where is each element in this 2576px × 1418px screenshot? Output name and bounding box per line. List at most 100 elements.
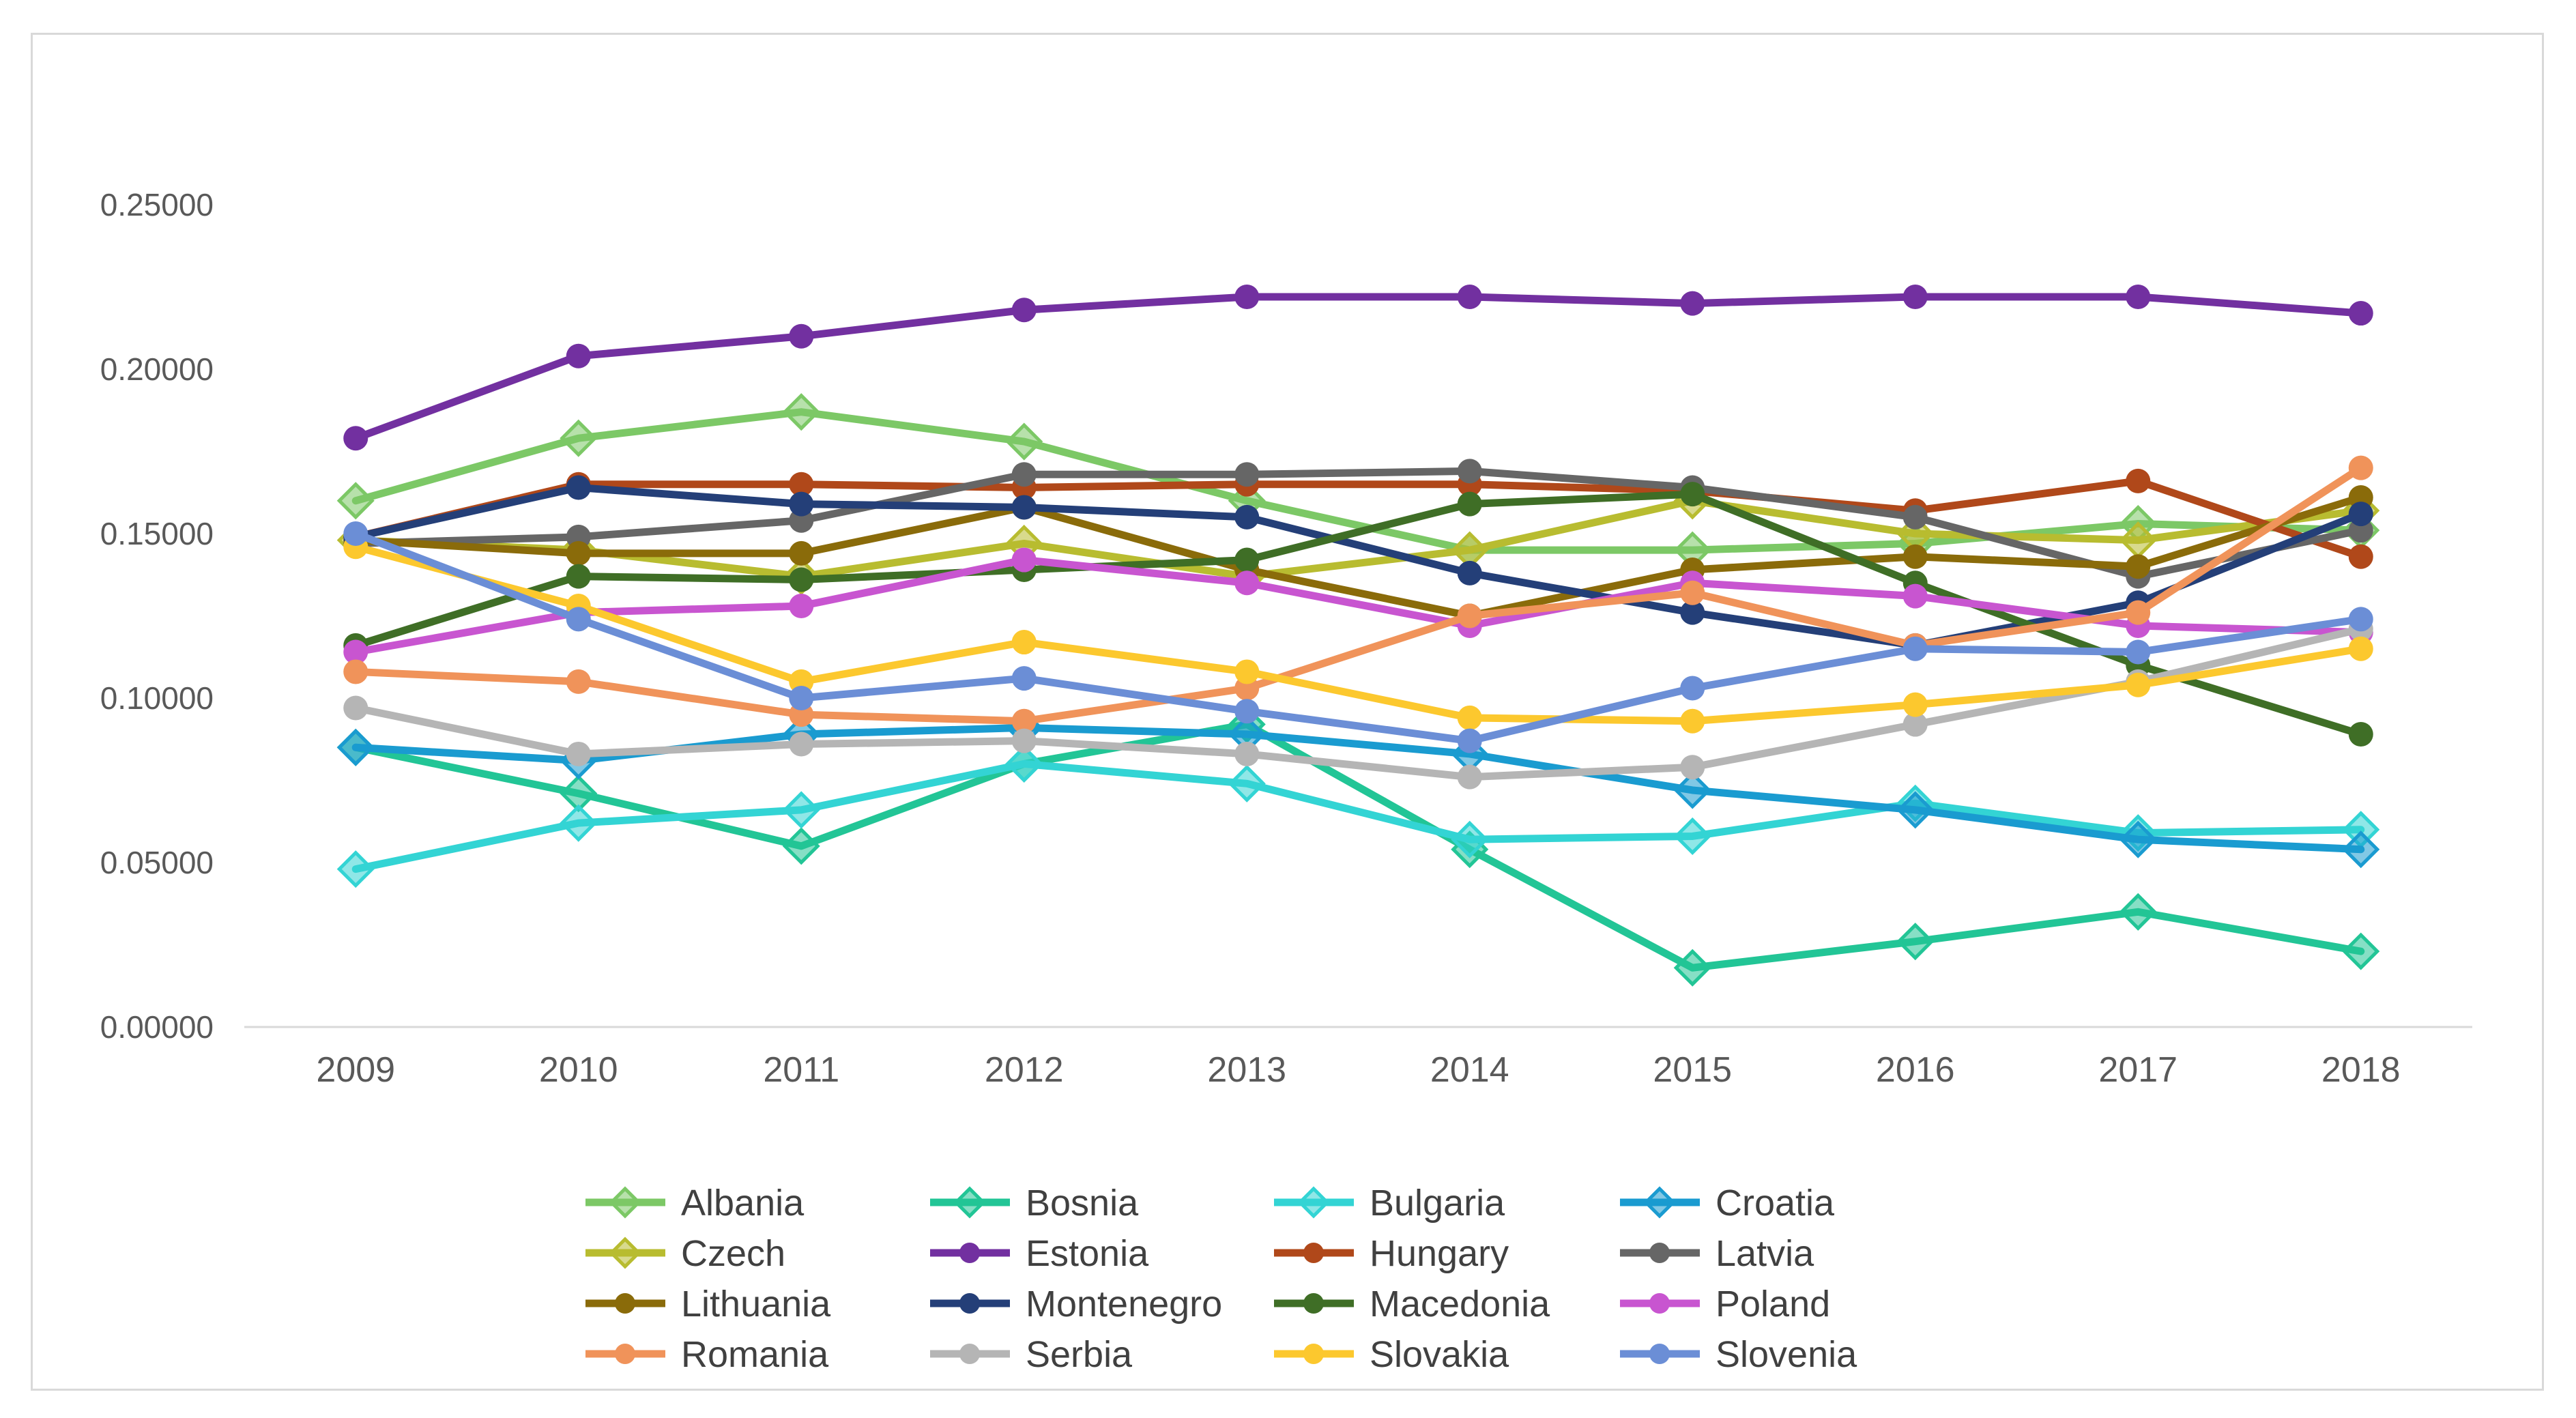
data-point-slovenia: [1011, 666, 1037, 691]
legend-marker: [959, 1293, 980, 1314]
data-point-serbia: [789, 732, 814, 757]
legend-label: Macedonia: [1370, 1284, 1550, 1325]
series-line-estonia: [351, 293, 2365, 442]
legend-label: Albania: [681, 1183, 805, 1224]
legend-label: Hungary: [1370, 1233, 1509, 1274]
series-line-bosnia: [351, 721, 2365, 972]
y-axis-tick-labels: 0.00000 0.05000 0.10000 0.15000 0.20000 0.250…: [100, 187, 214, 1045]
data-point-slovenia: [343, 521, 368, 546]
data-point-slovenia: [566, 607, 591, 632]
series-line-hungary: [351, 477, 2365, 561]
data-point-albania: [782, 393, 820, 431]
x-tick-label: 2012: [985, 1050, 1064, 1090]
data-point-montenegro: [1011, 495, 1037, 520]
legend-marker: [609, 1186, 641, 1219]
data-point-slovenia: [1234, 699, 1260, 724]
data-point-bulgaria: [1228, 764, 1266, 802]
data-point-latvia: [1902, 504, 1928, 530]
x-tick-label: 2010: [539, 1050, 618, 1090]
legend-marker: [1649, 1344, 1670, 1364]
x-tick-label: 2011: [763, 1050, 839, 1090]
x-tick-label: 2014: [1430, 1050, 1509, 1090]
data-point-lithuania: [566, 540, 591, 566]
legend-item-albania: Albania: [585, 1183, 805, 1224]
data-point-estonia: [1011, 298, 1037, 323]
legend-item-croatia: Croatia: [1620, 1183, 1835, 1224]
legend-item-bulgaria: Bulgaria: [1274, 1183, 1505, 1224]
legend-item-estonia: Estonia: [930, 1233, 1149, 1274]
data-point-latvia: [1234, 462, 1260, 487]
x-tick-label: 2013: [1207, 1050, 1286, 1090]
data-point-estonia: [1234, 284, 1260, 309]
data-point-albania: [1005, 422, 1043, 461]
data-point-romania: [2348, 455, 2373, 480]
series-estonia: [343, 284, 2373, 451]
data-point-macedonia: [789, 567, 814, 592]
data-point-lithuania: [789, 540, 814, 566]
legend-item-slovakia: Slovakia: [1274, 1334, 1509, 1375]
data-point-bulgaria: [782, 791, 820, 829]
data-point-romania: [343, 659, 368, 684]
data-point-slovenia: [1457, 728, 1482, 753]
legend-item-hungary: Hungary: [1274, 1233, 1509, 1274]
legend-item-lithuania: Lithuania: [585, 1284, 831, 1325]
x-tick-label: 2018: [2321, 1050, 2401, 1090]
y-tick-label: 0.10000: [100, 680, 214, 716]
series-slovenia: [343, 521, 2373, 753]
legend: Albania Bosnia Bulgaria Croatia Czech Estonia…: [585, 1183, 1857, 1375]
data-point-serbia: [566, 741, 591, 766]
series-line-czech: [351, 497, 2365, 581]
series-line-slovakia: [351, 542, 2365, 725]
data-point-romania: [1680, 580, 1705, 605]
series-layer: [336, 284, 2380, 987]
data-point-montenegro: [1234, 504, 1260, 530]
legend-label: Latvia: [1716, 1233, 1814, 1274]
legend-marker: [615, 1344, 635, 1364]
data-point-bosnia: [1673, 949, 1711, 987]
data-point-bulgaria: [560, 804, 598, 842]
legend-item-romania: Romania: [585, 1334, 829, 1375]
data-point-poland: [1902, 583, 1928, 609]
y-tick-label: 0.05000: [100, 845, 214, 880]
data-point-croatia: [1896, 791, 1935, 829]
data-point-bosnia: [782, 827, 820, 865]
chart-frame: [31, 33, 2544, 1391]
legend-label: Bosnia: [1026, 1183, 1139, 1224]
y-tick-label: 0.25000: [100, 187, 214, 222]
data-point-serbia: [1234, 741, 1260, 766]
series-line-serbia: [351, 625, 2365, 781]
data-point-slovenia: [1680, 676, 1705, 701]
data-point-poland: [343, 639, 368, 665]
legend-marker: [1643, 1186, 1676, 1219]
data-point-macedonia: [566, 564, 591, 589]
data-point-poland: [1011, 547, 1037, 573]
legend-item-latvia: Latvia: [1620, 1233, 1814, 1274]
series-line-slovenia: [351, 530, 2365, 745]
series-line-macedonia: [351, 490, 2365, 738]
data-point-slovenia: [789, 686, 814, 710]
data-point-bosnia: [2342, 932, 2380, 970]
data-point-slovakia: [1234, 659, 1260, 684]
legend-label: Romania: [681, 1334, 829, 1375]
data-point-estonia: [789, 323, 814, 349]
legend-label: Czech: [681, 1233, 785, 1274]
data-point-estonia: [1457, 284, 1482, 309]
data-point-croatia: [2342, 830, 2380, 869]
legend-label: Poland: [1716, 1284, 1830, 1325]
legend-marker: [1303, 1243, 1324, 1263]
series-line-latvia: [351, 467, 2365, 581]
data-point-slovakia: [1680, 708, 1705, 734]
data-point-slovenia: [1902, 636, 1928, 661]
x-axis-tick-labels: 2009 2010 2011 2012 2013 2014 2015 2016 2017 2018: [316, 1050, 2400, 1090]
y-tick-label: 0.15000: [100, 516, 214, 551]
legend-marker: [609, 1236, 641, 1269]
data-point-macedonia: [1234, 547, 1260, 573]
data-point-albania: [336, 482, 375, 520]
legend-label: Lithuania: [681, 1284, 831, 1325]
data-point-croatia: [2119, 820, 2157, 858]
data-point-slovenia: [2126, 639, 2151, 665]
legend-marker: [1303, 1344, 1324, 1364]
legend-marker: [959, 1243, 980, 1263]
data-point-poland: [789, 594, 814, 619]
data-point-bosnia: [1896, 923, 1935, 961]
